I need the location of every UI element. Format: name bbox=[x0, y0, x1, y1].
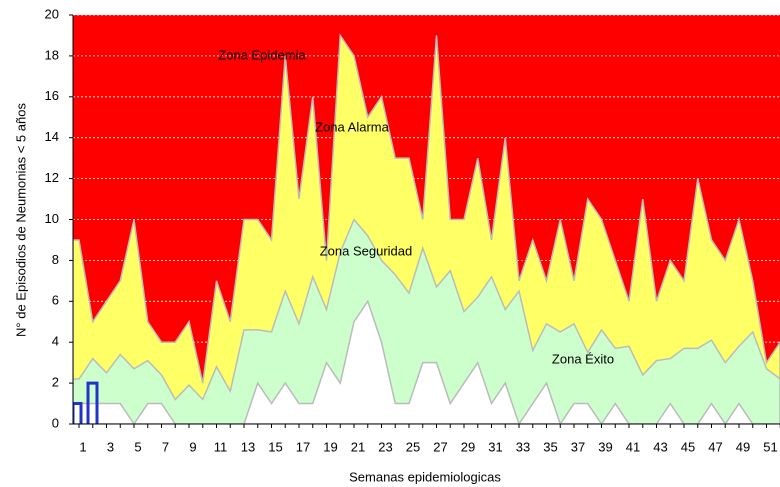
x-tick-label: 45 bbox=[681, 439, 695, 454]
x-tick-label: 7 bbox=[162, 439, 169, 454]
x-tick-label: 37 bbox=[571, 439, 585, 454]
annotation: Zona Seguridad bbox=[320, 243, 413, 258]
x-tick-label: 21 bbox=[351, 439, 365, 454]
zone-area bbox=[73, 218, 780, 424]
y-tick-label: 10 bbox=[45, 211, 59, 226]
x-tick-label: 35 bbox=[543, 439, 557, 454]
x-tick-label: 39 bbox=[598, 439, 612, 454]
y-tick-label: 16 bbox=[45, 88, 59, 103]
x-axis-label: Semanas epidemiologicas bbox=[349, 469, 501, 484]
x-tick-label: 25 bbox=[406, 439, 420, 454]
x-tick-label: 13 bbox=[241, 439, 255, 454]
x-tick-label: 29 bbox=[461, 439, 475, 454]
y-tick-label: 0 bbox=[52, 415, 59, 430]
x-tick-label: 17 bbox=[296, 439, 310, 454]
x-tick-label: 15 bbox=[268, 439, 282, 454]
y-tick-label: 14 bbox=[45, 129, 59, 144]
annotation: Zona Epidemia bbox=[218, 47, 306, 62]
y-tick-label: 20 bbox=[45, 6, 59, 21]
plot-area bbox=[73, 15, 780, 424]
annotation: Zona Alarma bbox=[315, 119, 389, 134]
x-tick-label: 47 bbox=[708, 439, 722, 454]
y-tick-label: 18 bbox=[45, 47, 59, 62]
x-tick-label: 1 bbox=[79, 439, 86, 454]
y-tick-label: 12 bbox=[45, 170, 59, 185]
zone-area bbox=[73, 33, 780, 424]
annotation: Zona Éxito bbox=[552, 351, 614, 366]
y-tick-label: 8 bbox=[52, 252, 59, 267]
x-tick-label: 19 bbox=[323, 439, 337, 454]
x-tick-label: 41 bbox=[626, 439, 640, 454]
case-step bbox=[86, 381, 99, 424]
x-tick-label: 11 bbox=[214, 439, 228, 454]
y-tick-label: 6 bbox=[52, 293, 59, 308]
x-tick-label: 43 bbox=[653, 439, 667, 454]
x-tick-label: 3 bbox=[107, 439, 114, 454]
x-tick-label: 9 bbox=[189, 439, 196, 454]
x-tick-label: 33 bbox=[516, 439, 530, 454]
x-tick-label: 23 bbox=[378, 439, 392, 454]
x-tick-label: 49 bbox=[736, 439, 750, 454]
x-tick-label: 31 bbox=[488, 439, 502, 454]
y-tick-label: 4 bbox=[52, 334, 59, 349]
x-tick-label: 5 bbox=[134, 439, 141, 454]
case-step bbox=[73, 402, 83, 424]
y-axis-label: N° de Episodios de Neumonias < 5 años bbox=[13, 103, 28, 337]
zone-area bbox=[73, 299, 780, 424]
x-tick-label: 51 bbox=[763, 439, 777, 454]
y-tick-label: 2 bbox=[52, 375, 59, 390]
x-tick-label: 27 bbox=[433, 439, 447, 454]
